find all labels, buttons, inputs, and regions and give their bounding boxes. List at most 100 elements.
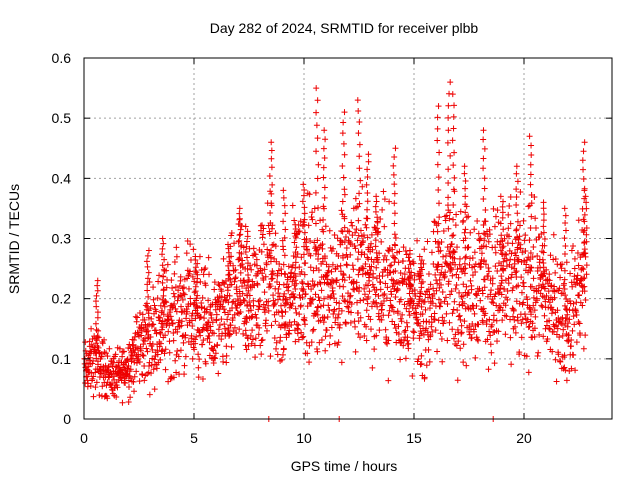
data-point [280,194,287,201]
data-point [191,346,198,353]
data-point [268,271,275,278]
data-point [391,220,398,227]
data-point [444,337,451,344]
data-point [313,122,320,129]
data-point [447,79,454,86]
data-point [213,311,220,318]
data-point [268,155,275,162]
data-point [446,215,453,222]
data-point [570,242,577,249]
data-point [367,326,374,333]
data-point [461,318,468,325]
data-point [491,223,498,230]
data-point [243,243,250,250]
data-point [373,286,380,293]
data-point [161,256,168,263]
data-point [475,337,482,344]
data-point [258,351,265,358]
data-point [262,322,269,329]
data-point [250,302,257,309]
data-point [402,355,409,362]
data-point [456,255,463,262]
data-point [293,309,300,316]
data-point [258,337,265,344]
data-point [356,165,363,172]
data-point [374,231,381,238]
data-point [194,310,201,317]
data-point [504,287,511,294]
data-point [203,306,210,313]
data-point [467,306,474,313]
data-point [540,272,547,279]
data-point [561,235,568,242]
data-point [346,228,353,235]
data-point [510,284,517,291]
data-point [423,362,430,369]
data-point [372,203,379,210]
data-point [157,314,164,321]
data-point [443,310,450,317]
data-point [546,271,553,278]
data-point [221,321,228,328]
data-point [215,326,222,333]
data-point [280,261,287,268]
data-point [315,256,322,263]
data-point [143,258,150,265]
data-point [526,133,533,140]
data-point [159,296,166,303]
data-point [561,286,568,293]
data-point [148,370,155,377]
data-point [299,198,306,205]
data-point [225,275,232,282]
data-point [220,306,227,313]
data-point [206,332,213,339]
data-point [388,262,395,269]
data-point [475,230,482,237]
data-point [512,329,519,336]
data-point [434,137,441,144]
data-point [577,331,584,338]
data-point [93,379,100,386]
data-point [407,281,414,288]
data-point [215,370,222,377]
data-point [408,297,415,304]
data-point [304,303,311,310]
data-point [314,97,321,104]
data-point [499,251,506,258]
data-point [487,332,494,339]
data-point [481,218,488,225]
data-point [236,256,243,263]
data-point [225,299,232,306]
data-point [338,207,345,214]
data-point [236,237,243,244]
data-point [90,393,97,400]
data-point [524,316,531,323]
data-point [353,279,360,286]
data-point [225,326,232,333]
data-point [489,275,496,282]
data-point [562,242,569,249]
data-point [576,292,583,299]
data-point [521,311,528,318]
data-point [482,206,489,213]
data-point [355,309,362,316]
data-point [456,261,463,268]
data-point [180,284,187,291]
data-point [314,311,321,318]
data-point [292,259,299,266]
data-point [329,284,336,291]
data-point [159,235,166,242]
data-point [526,202,533,209]
data-point [90,373,97,380]
data-point [243,238,250,245]
data-point [500,258,507,265]
data-point [353,226,360,233]
data-point [281,252,288,259]
data-point [495,328,502,335]
data-point [570,300,577,307]
data-point [568,247,575,254]
data-point [308,339,315,346]
data-point [309,216,316,223]
data-point [326,227,333,234]
data-point [366,277,373,284]
